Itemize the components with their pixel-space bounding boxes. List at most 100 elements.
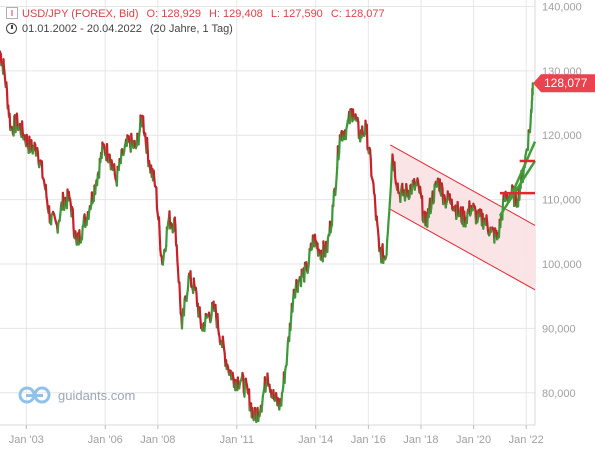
price-segment <box>162 249 166 259</box>
grid-lines <box>0 0 536 426</box>
watermark-text: guidants.com <box>58 388 136 403</box>
price-segment <box>419 185 422 195</box>
price-segment <box>486 221 489 231</box>
price-segment <box>386 230 389 241</box>
price-segment <box>59 205 63 216</box>
price-segment <box>146 136 149 153</box>
watermark: guidants.com <box>18 386 135 404</box>
y-tick-label: 140,000 <box>542 1 582 13</box>
price-segment <box>180 314 184 330</box>
price-segment <box>387 211 391 223</box>
price-segment <box>427 205 431 219</box>
price-segment <box>307 248 311 265</box>
x-tick-label: Jan '06 <box>88 434 123 446</box>
instrument-name: USD/JPY (FOREX, Bid) <box>22 8 139 20</box>
price-segment <box>152 169 156 181</box>
price-segment <box>372 182 376 195</box>
x-tick-label: Jan '03 <box>9 434 44 446</box>
price-segment <box>8 112 12 132</box>
period-info: 01.01.2002 - 20.04.2022 (20 Jahre, 1 Tag) <box>6 23 233 35</box>
price-segment <box>391 153 395 163</box>
price-segment <box>376 229 380 241</box>
price-segment <box>396 182 400 194</box>
price-segment <box>192 277 196 288</box>
price-segment <box>485 214 489 224</box>
price-segment <box>322 240 326 250</box>
price-segment <box>176 259 180 271</box>
price-segment <box>399 190 403 203</box>
price-segment <box>465 211 469 225</box>
price-segment <box>173 216 177 227</box>
price-segment <box>385 238 389 256</box>
price-series <box>0 50 534 424</box>
y-axis: 80,00090,000100,000110,000120,000130,000… <box>542 1 582 399</box>
price-segment <box>25 133 29 146</box>
price-segment <box>36 151 40 165</box>
price-segment <box>61 191 65 201</box>
price-segment <box>198 306 202 320</box>
price-segment <box>283 368 287 384</box>
price-segment <box>432 183 436 203</box>
x-tick-label: Jan '08 <box>140 434 175 446</box>
price-segment <box>175 244 179 262</box>
price-segment <box>373 194 377 209</box>
price-segment <box>30 139 34 150</box>
price-segment <box>450 198 454 210</box>
price-segment <box>332 190 335 208</box>
green-trendline <box>509 141 537 197</box>
price-segment <box>388 201 391 214</box>
low-value: L: 127,590 <box>270 8 323 20</box>
y-tick-label: 120,000 <box>542 130 582 142</box>
guidants-logo-icon <box>18 386 51 404</box>
price-segment <box>243 379 247 398</box>
price-segment <box>178 281 182 299</box>
price-segment <box>369 148 372 161</box>
price-tag-label: 128,077 <box>544 76 588 90</box>
price-segment <box>40 160 44 179</box>
price-segment <box>166 221 170 230</box>
price-segment <box>463 210 466 220</box>
channel-upper-line <box>390 144 536 226</box>
instrument-icon <box>6 7 18 19</box>
price-segment <box>199 317 203 330</box>
price-segment <box>410 185 414 195</box>
price-segment <box>14 123 18 134</box>
price-segment <box>528 121 532 134</box>
price-segment <box>137 133 141 146</box>
price-segment <box>87 209 91 220</box>
high-value: H: 129,408 <box>208 8 263 20</box>
close-value: C: 128,077 <box>330 8 385 20</box>
date-range: 01.01.2002 - 20.04.2022 <box>22 23 142 35</box>
x-tick-label: Jan '22 <box>509 434 544 446</box>
price-segment <box>71 208 75 229</box>
price-segment <box>174 224 178 247</box>
price-segment <box>369 158 373 178</box>
price-segment <box>335 166 339 179</box>
price-segment <box>119 149 123 165</box>
price-segment <box>365 123 369 151</box>
price-segment <box>386 220 390 233</box>
green-trendline <box>498 160 537 217</box>
y-tick-label: 90,000 <box>542 323 576 335</box>
open-value: O: 128,929 <box>146 8 201 20</box>
price-segment <box>178 296 182 315</box>
price-segment <box>144 132 147 144</box>
price-segment <box>113 163 117 176</box>
price-segment <box>216 312 220 330</box>
price-segment <box>56 222 60 234</box>
price-segment <box>203 323 207 333</box>
price-segment <box>94 183 97 196</box>
price-tag-shape <box>533 74 595 93</box>
price-segment <box>326 236 330 254</box>
last-price-tag: 128,077 <box>533 74 595 93</box>
price-segment <box>105 143 109 163</box>
chart-header: USD/JPY (FOREX, Bid) O: 128,929 H: 129,408… <box>6 7 385 20</box>
price-segment <box>260 403 264 413</box>
price-segment <box>158 230 162 251</box>
price-segment <box>280 391 284 407</box>
price-segment <box>305 261 309 272</box>
x-axis: Jan '03 Jan '06 Jan '08 Jan '11 Jan '14 Jan '… <box>9 425 544 446</box>
price-segment <box>296 279 300 293</box>
price-segment <box>456 200 460 214</box>
